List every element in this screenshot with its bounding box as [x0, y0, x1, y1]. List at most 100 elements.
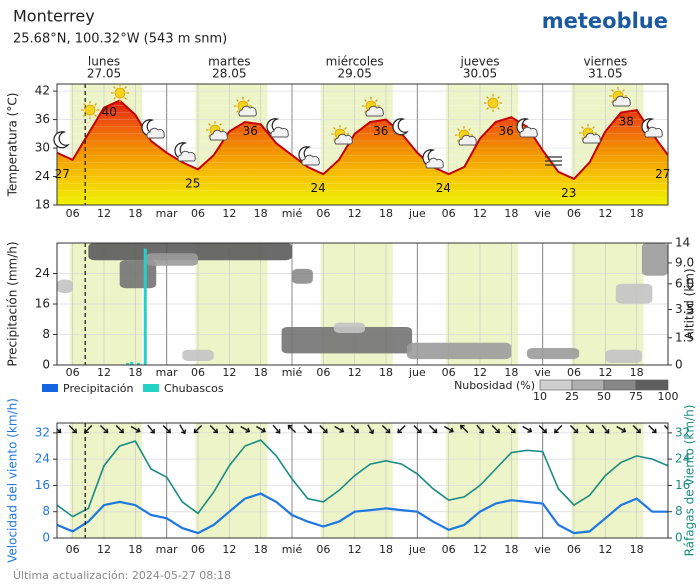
day-date: 31.05	[588, 67, 622, 81]
wind-arrow	[255, 425, 266, 433]
y-tick-label: 16	[35, 478, 50, 492]
daylight	[195, 423, 268, 538]
y-tick-label: 0	[42, 358, 50, 372]
wind-arrow	[209, 424, 218, 434]
x-tick-label: mar	[156, 207, 178, 220]
panel: 06 12 18 mar 06 12 18 mié 06 12 18 jue 06 12 18 vie 06 12…	[6, 83, 670, 220]
wind-arrow	[225, 424, 234, 434]
temperature-label: 24	[310, 181, 325, 195]
y-tick-label: 8	[42, 327, 50, 341]
wind-line	[57, 439, 668, 518]
wind-arrow	[319, 424, 328, 434]
x-tick-label: 06	[66, 543, 80, 556]
wind-arrow	[130, 425, 141, 433]
x-tick-label: 12	[222, 207, 236, 220]
x-tick-label: 18	[504, 543, 518, 556]
y-tick-label: 30	[35, 141, 50, 155]
cloud-legend-tick: 25	[565, 390, 579, 403]
y-tick-label: 8	[42, 504, 50, 518]
wind-arrow	[522, 425, 533, 433]
wind-arrow	[413, 424, 422, 434]
x-tick-label: jue	[408, 207, 426, 220]
plot-frame	[56, 242, 669, 366]
x-tick-label: 18	[379, 366, 393, 379]
legend-label: Chubascos	[164, 382, 224, 395]
location-title: Monterrey	[13, 7, 95, 26]
wind-arrow	[648, 424, 657, 434]
x-tick-label: 06	[442, 207, 456, 220]
x-tick-label: mar	[156, 366, 178, 379]
temperature-label: 38	[619, 115, 634, 129]
x-tick-label: 12	[598, 366, 612, 379]
x-tick-label: 06	[442, 366, 456, 379]
cloud-blob	[605, 349, 642, 363]
cloud-legend-box	[635, 379, 669, 391]
x-tick-label: 06	[567, 366, 581, 379]
temperature-label: 36	[373, 124, 388, 138]
cloud-blob	[281, 326, 413, 354]
cloud-legend-title: Nubosidad (%)	[454, 379, 535, 392]
x-tick-label: mié	[282, 543, 303, 556]
plot-content	[57, 424, 668, 535]
x-tick-label: 06	[66, 207, 80, 220]
wind-arrow	[272, 424, 281, 434]
plot-frame	[56, 422, 669, 539]
y-axis-title: Velocidad del viento (km/h)	[6, 398, 20, 563]
wind-line	[57, 492, 668, 535]
cloud-legend-box	[539, 379, 573, 391]
cloud-blob	[641, 243, 668, 276]
temperature-label: 27	[655, 167, 670, 181]
day-name: miércoles	[326, 55, 384, 69]
daylight	[70, 423, 143, 538]
y2-tick-label: 9.0	[675, 255, 694, 269]
x-tick-label: 12	[473, 543, 487, 556]
wind-arrow	[381, 424, 391, 434]
x-tick-label: 06	[191, 543, 205, 556]
cloud-legend-tick: 75	[629, 390, 643, 403]
logo: meteoblue	[542, 9, 668, 33]
y-tick-label: 18	[35, 198, 50, 212]
x-tick-label: jue	[408, 366, 426, 379]
wind-arrow	[616, 425, 627, 433]
coordinates: 25.68°N, 100.32°W (543 m snm)	[13, 32, 227, 47]
x-tick-label: jue	[408, 543, 426, 556]
cloud-blob	[119, 260, 157, 289]
y2-tick-label: 3.5	[675, 302, 694, 316]
day-name: lunes	[88, 55, 120, 69]
x-tick-label: 18	[254, 207, 268, 220]
cloud-legend-box	[571, 379, 605, 391]
legend-swatch	[42, 384, 58, 392]
x-tick-label: mar	[156, 543, 178, 556]
precip-bar	[136, 362, 140, 365]
wind-arrow	[491, 424, 500, 434]
cloud-blob	[182, 349, 214, 362]
wind-arrow	[115, 424, 124, 434]
y2-tick-label: 6.0	[675, 276, 694, 290]
y2-axis-title: Altitud (km)	[683, 268, 697, 339]
x-tick-label: 18	[379, 543, 393, 556]
weather-icons	[53, 83, 663, 169]
footer-update: Última actualización: 2024-05-27 08:18	[13, 569, 231, 582]
day-name: jueves	[459, 55, 499, 69]
y-tick-label: 24	[35, 452, 50, 466]
precip-bar	[143, 248, 147, 365]
x-tick-label: 18	[630, 366, 644, 379]
wind-arrow	[476, 424, 484, 434]
x-tick-label: 12	[598, 543, 612, 556]
cloud-blob	[333, 322, 366, 334]
y2-tick-label: 14	[675, 236, 690, 250]
y-tick-label: 36	[35, 112, 50, 126]
y-tick-label: 0	[42, 531, 50, 545]
x-tick-label: 12	[598, 207, 612, 220]
y2-tick-label: 16	[675, 478, 690, 492]
y2-tick-label: 0	[675, 358, 683, 372]
y-tick-label: 16	[35, 297, 50, 311]
x-tick-label: vie	[534, 543, 551, 556]
plot-content	[57, 90, 668, 205]
y-tick-label: 32	[35, 425, 50, 439]
cloud-blob	[145, 253, 198, 266]
x-tick-label: 12	[222, 366, 236, 379]
day-date: 27.05	[87, 67, 121, 81]
wind-arrow	[68, 424, 77, 434]
